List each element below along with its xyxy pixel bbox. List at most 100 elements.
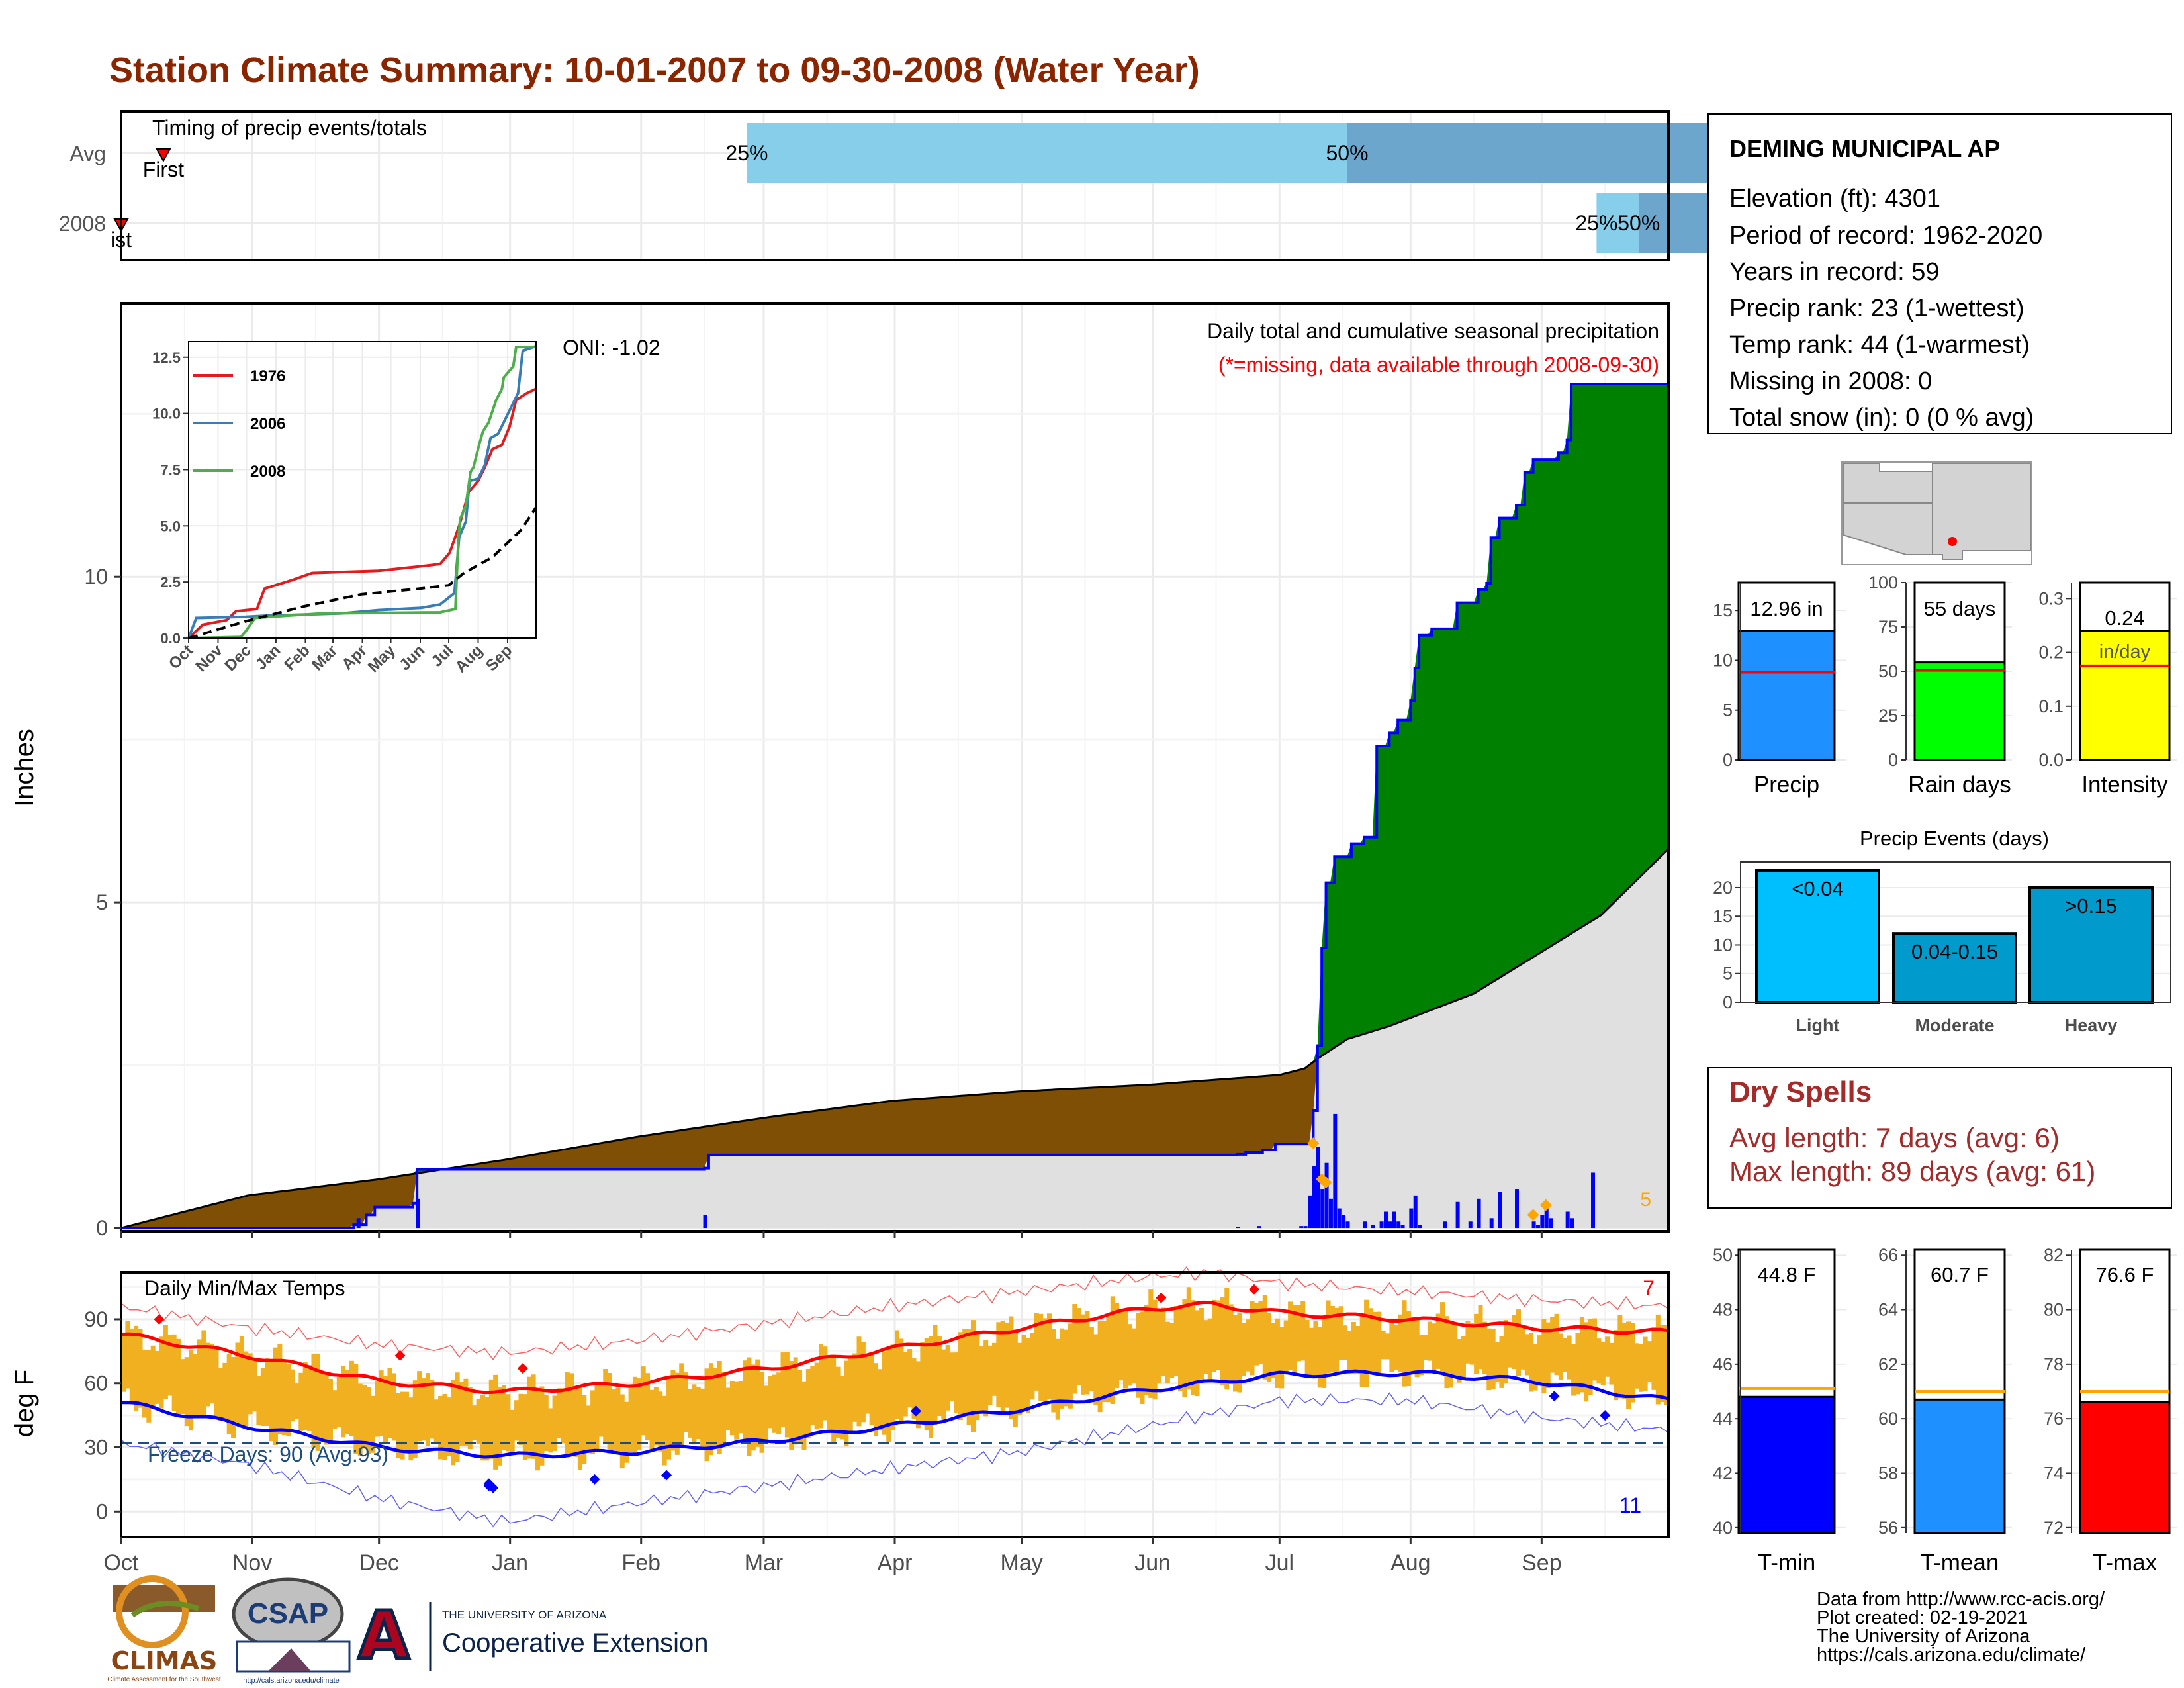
daily-temp-bar — [1600, 1341, 1606, 1385]
daily-temp-bar — [1626, 1321, 1631, 1410]
daily-temp-bar — [1474, 1313, 1479, 1374]
daily-temp-bar — [476, 1399, 481, 1444]
daily-temp-bar — [552, 1395, 557, 1451]
inset-series-2008 — [188, 346, 536, 639]
daily-temp-bar — [336, 1377, 341, 1428]
summary-x-label: Rain days — [1908, 772, 2011, 798]
daily-temp-bar — [632, 1376, 637, 1456]
daily-temp-bar — [1372, 1311, 1377, 1375]
daily-temp-bar — [1038, 1313, 1044, 1401]
daily-temp-bar — [603, 1368, 608, 1442]
daily-temp-bar — [341, 1366, 346, 1438]
large-event-marker — [1307, 1137, 1320, 1150]
daily-temp-bar — [929, 1336, 934, 1438]
daily-precip-bar — [1413, 1195, 1418, 1229]
daily-temp-bar — [1195, 1310, 1200, 1397]
daily-temp-bar — [214, 1349, 219, 1419]
daily-temp-bar — [1046, 1313, 1052, 1400]
daily-temp-bar — [518, 1393, 523, 1446]
daily-temp-bar — [1478, 1305, 1483, 1370]
daily-temp-bar — [996, 1322, 1001, 1407]
daily-temp-bar — [743, 1360, 748, 1443]
footer-data-source: Data from http://www.rcc-acis.org/ — [1817, 1589, 2105, 1610]
daily-temp-bar — [180, 1359, 185, 1414]
daily-precip-bar — [1396, 1221, 1401, 1229]
inset-ytick-label: 12.5 — [152, 350, 181, 366]
summary-value-bar — [2079, 630, 2171, 761]
daily-temp-bar — [510, 1409, 515, 1452]
daily-temp-bar — [159, 1336, 164, 1409]
daily-temp-bar — [590, 1390, 596, 1454]
daily-temp-bar — [1064, 1329, 1069, 1407]
daily-temp-bar — [1529, 1333, 1534, 1392]
normal-cumulative-line — [120, 848, 1670, 1229]
daily-temp-bar — [548, 1408, 553, 1453]
daily-temp-bar — [966, 1329, 972, 1425]
daily-temp-bar — [273, 1347, 278, 1445]
daily-temp-bar — [535, 1387, 541, 1471]
daily-temp-bar — [1482, 1321, 1487, 1374]
daily-temp-bar — [1541, 1319, 1547, 1394]
daily-temp-bar — [1241, 1323, 1246, 1376]
events-category-label: Heavy — [2065, 1015, 2118, 1035]
daily-temp-bar — [886, 1347, 891, 1443]
summary-ytick-label: 0.1 — [2038, 696, 2064, 716]
daily-temp-bar — [349, 1360, 354, 1436]
daily-temp-bar — [713, 1368, 718, 1449]
daily-precip-bar — [1320, 1189, 1325, 1229]
daily-temp-bar — [463, 1378, 469, 1446]
inset-series-1976 — [187, 387, 537, 639]
daily-temp-bar — [865, 1354, 870, 1414]
summary-value-bar — [1737, 630, 1836, 761]
daily-temp-bar — [1347, 1331, 1352, 1374]
below-normal-area — [121, 849, 1668, 1229]
daily-temp-bar — [907, 1348, 913, 1408]
daily-precip-bar — [1345, 1221, 1350, 1229]
station-snow: Total snow (in): 0 (0 % avg) — [1729, 404, 2034, 432]
daily-precip-bar — [1299, 1226, 1304, 1229]
daily-temp-bar — [692, 1384, 697, 1445]
dry-spells-frame — [1707, 1067, 2172, 1209]
daily-temp-bar — [1127, 1324, 1132, 1386]
daily-temp-bar — [125, 1321, 130, 1389]
daily-temp-bar — [218, 1368, 223, 1421]
daily-temp-bar — [641, 1366, 646, 1436]
daily-temp-bar — [827, 1357, 832, 1432]
ua-a-logo: A — [358, 1597, 409, 1674]
daily-temp-bar — [696, 1387, 701, 1440]
summary-ytick-label: 5 — [1723, 700, 1733, 720]
daily-temp-bar — [1140, 1311, 1145, 1404]
daily-temp-bar — [954, 1352, 959, 1413]
summary-ytick-label: 0.3 — [2038, 588, 2064, 608]
daily-temp-bar — [1271, 1323, 1276, 1379]
daily-temp-bar — [345, 1370, 350, 1434]
precip-ytick-label: 10 — [84, 565, 108, 588]
daily-temp-bar — [1465, 1321, 1471, 1364]
daily-temp-bar — [1136, 1313, 1141, 1398]
daily-temp-bar — [1634, 1343, 1639, 1389]
summary-value-label: 44.8 F — [1758, 1263, 1816, 1286]
daily-temp-bar — [755, 1359, 760, 1447]
record-min-marker — [589, 1474, 600, 1485]
daily-temp-bar — [582, 1395, 587, 1465]
month-label-jan: Jan — [492, 1550, 528, 1575]
large-event-marker — [1539, 1199, 1552, 1211]
daily-temp-bar — [1118, 1311, 1124, 1381]
daily-temp-bar — [408, 1397, 414, 1461]
daily-temp-bar — [628, 1384, 633, 1452]
daily-temp-bar — [987, 1345, 993, 1405]
daily-temp-bar — [805, 1368, 811, 1438]
summary-ytick-label: 74 — [2044, 1463, 2064, 1483]
daily-temp-bar — [776, 1372, 782, 1434]
daily-precip-bar — [1328, 1198, 1333, 1229]
timing-p50-label: 50% — [1617, 211, 1660, 235]
daily-temp-bar — [653, 1387, 659, 1446]
csap-logo: CSAP http://cals.arizona.edu/climate — [232, 1577, 351, 1685]
daily-temp-bar — [700, 1388, 705, 1447]
daily-temp-bar — [945, 1345, 950, 1411]
month-label-jun: Jun — [1134, 1550, 1171, 1575]
daily-temp-bar — [1558, 1333, 1563, 1380]
events-bar-label: <0.04 — [1792, 877, 1843, 900]
timing-frame — [120, 110, 1670, 261]
